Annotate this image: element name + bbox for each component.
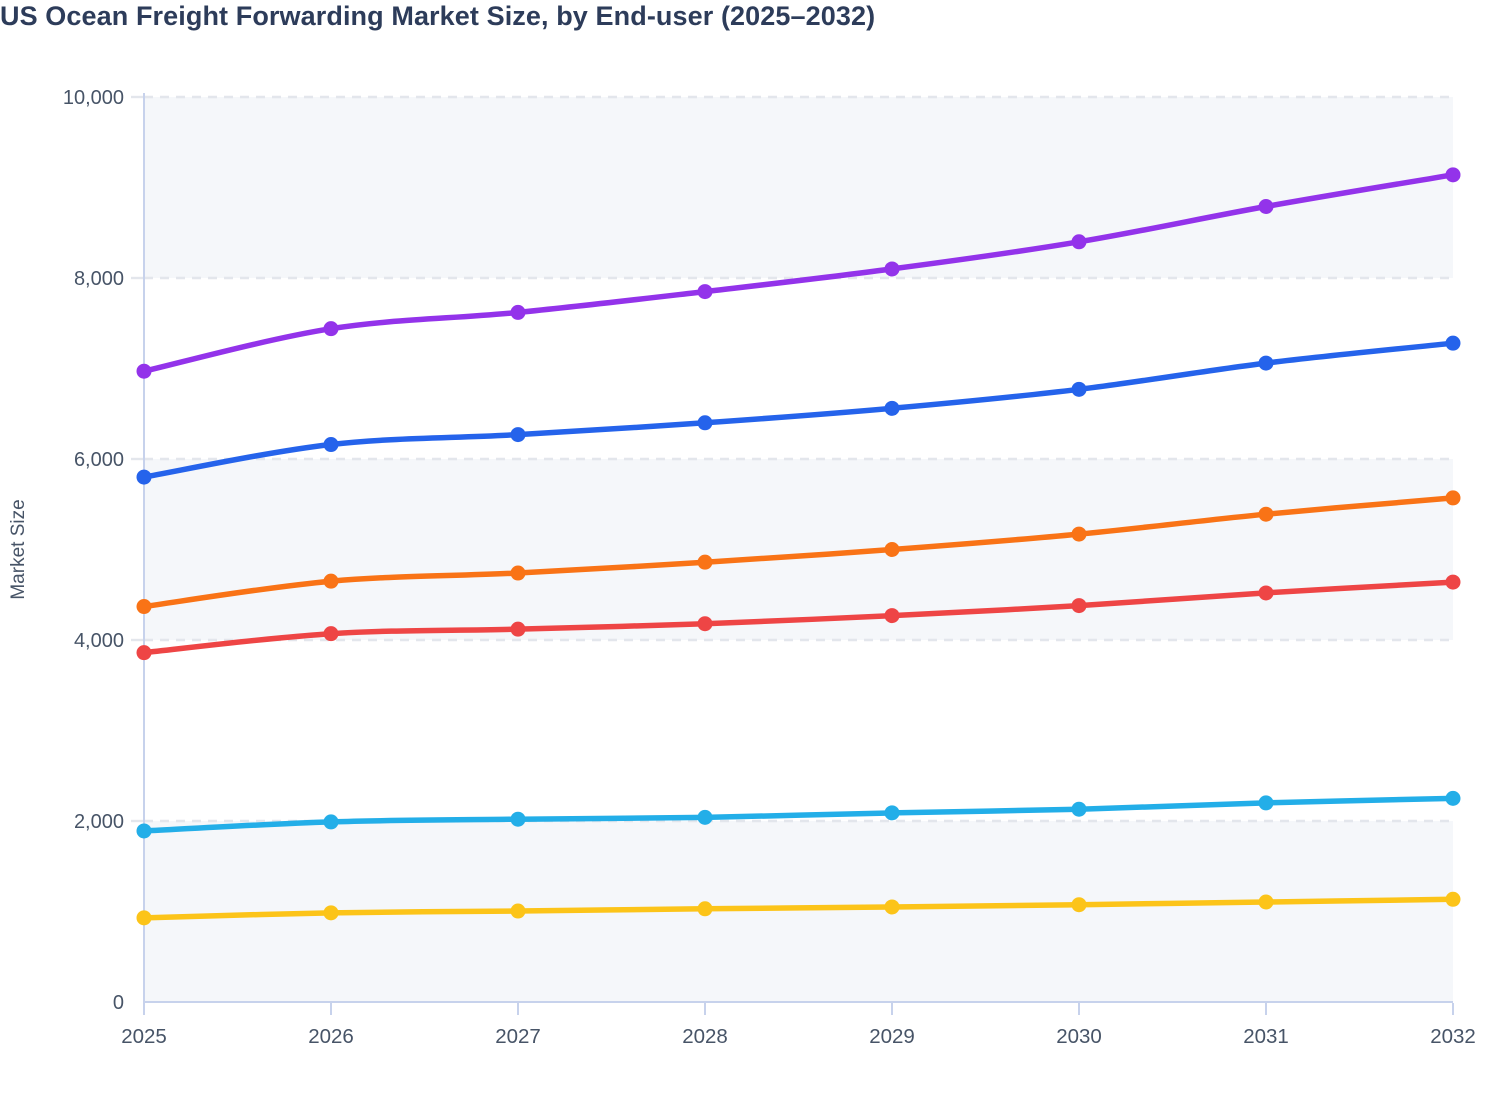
cyan-line (141, 795, 1456, 834)
purple-line-point (1071, 234, 1087, 250)
orange-line-point (1445, 490, 1461, 506)
blue-line (141, 340, 1456, 480)
red-line-point (323, 626, 339, 642)
red-line-point (1071, 598, 1087, 614)
y-tick-label: 2,000 (74, 811, 124, 833)
cyan-line-point (1445, 790, 1461, 806)
blue-line-point (1071, 381, 1087, 397)
cyan-line-point (323, 814, 339, 830)
x-tick-label: 2028 (682, 1025, 728, 1048)
cyan-line-point (1071, 801, 1087, 817)
orange-line-point (697, 554, 713, 570)
blue-line-point (136, 469, 152, 485)
yellow-line-point (884, 899, 900, 915)
x-tick-label: 2031 (1243, 1025, 1289, 1048)
red-line-point (884, 608, 900, 624)
purple-line-point (1258, 199, 1274, 215)
yellow-line-point (1258, 894, 1274, 910)
orange-line-point (136, 599, 152, 615)
red-line-point (1445, 574, 1461, 590)
blue-line-point (1445, 335, 1461, 351)
x-tick-label: 2030 (1056, 1025, 1102, 1048)
red-line-point (1258, 585, 1274, 601)
red-line-point (697, 616, 713, 632)
y-tick-label: 6,000 (74, 449, 124, 471)
y-axis-title: Market Size (8, 499, 29, 599)
orange-line-point (884, 542, 900, 557)
purple-line-point (510, 304, 526, 320)
y-tick-label: 10,000 (63, 87, 124, 109)
cyan-line-point (697, 809, 713, 825)
chart-title: US Ocean Freight Forwarding Market Size,… (0, 1, 876, 31)
cyan-line-point (1258, 795, 1274, 811)
red-line-point (136, 645, 152, 661)
blue-line-point (323, 437, 339, 453)
red-line-point (510, 621, 526, 637)
yellow-line-point (136, 910, 152, 926)
yellow-line-point (323, 905, 339, 921)
purple-line-point (136, 363, 152, 379)
purple-line-point (697, 284, 713, 300)
red-line (141, 579, 1456, 656)
x-tick-label: 2025 (121, 1025, 167, 1048)
orange-line-point (1258, 506, 1274, 522)
x-tick-label: 2029 (869, 1025, 915, 1048)
yellow-line-point (510, 903, 526, 919)
blue-line-point (884, 400, 900, 416)
orange-line (141, 495, 1456, 610)
orange-line-point (510, 565, 526, 581)
cyan-line-point (136, 823, 152, 839)
x-tick-label: 2032 (1430, 1025, 1476, 1048)
plot-band (144, 97, 1453, 278)
y-tick-label: 8,000 (74, 268, 124, 290)
yellow-line-point (697, 901, 713, 917)
purple-line (141, 172, 1456, 374)
purple-line-point (1445, 167, 1461, 183)
y-tick-label: 0 (113, 992, 124, 1014)
cyan-line-point (510, 811, 526, 827)
plot-band (144, 459, 1453, 640)
cyan-line-point (884, 805, 900, 821)
yellow-line-point (1445, 891, 1461, 907)
x-tick-label: 2026 (308, 1025, 354, 1048)
yellow-line (141, 896, 1456, 921)
blue-line-point (510, 427, 526, 443)
purple-line-point (323, 321, 339, 337)
blue-line-point (1258, 355, 1274, 371)
orange-line-point (1071, 526, 1087, 542)
orange-line-point (323, 573, 339, 589)
purple-line-point (884, 261, 900, 277)
y-tick-label: 4,000 (74, 630, 124, 652)
yellow-line-point (1071, 897, 1087, 913)
x-tick-label: 2027 (495, 1025, 541, 1048)
blue-line-point (697, 415, 713, 431)
